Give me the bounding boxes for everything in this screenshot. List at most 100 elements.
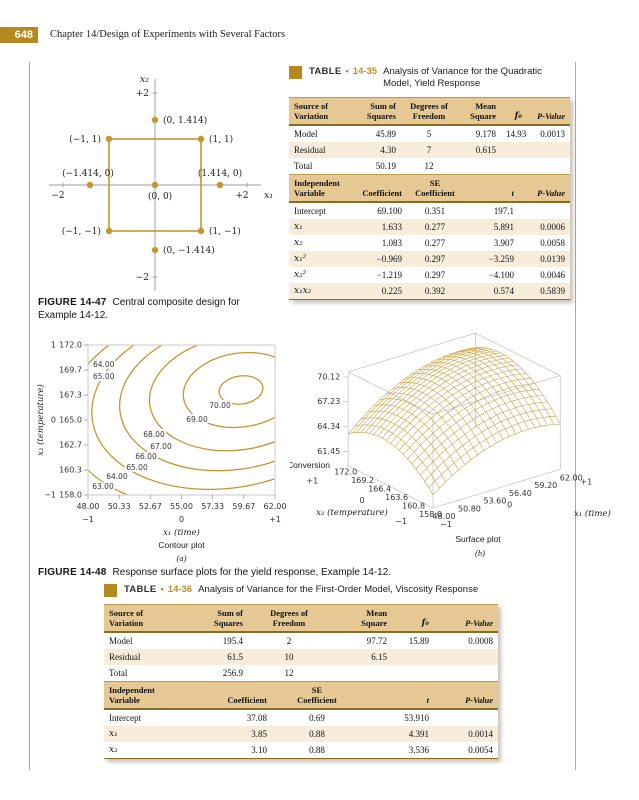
col-header: SE Coefficient bbox=[272, 681, 362, 710]
header-row: Source of Variation Sum of Squares Degre… bbox=[289, 97, 570, 126]
cell: 4.391 bbox=[408, 729, 429, 739]
svg-text:x₂: x₂ bbox=[140, 74, 149, 85]
table-row: Total 50.19 12 bbox=[289, 158, 570, 174]
col-header: Coefficient bbox=[184, 681, 272, 710]
svg-text:62.00: 62.00 bbox=[560, 473, 583, 482]
col-header: Degrees of Freedom bbox=[248, 604, 330, 633]
svg-text:63.00: 63.00 bbox=[92, 482, 114, 491]
svg-text:−1: −1 bbox=[440, 520, 452, 529]
svg-text:+1: +1 bbox=[580, 477, 592, 486]
cell: 0.351 bbox=[424, 206, 446, 216]
svg-text:Contour plot: Contour plot bbox=[158, 540, 205, 550]
cell: −1.219 bbox=[376, 270, 402, 280]
cell bbox=[434, 665, 498, 681]
central-composite-design-plot: −2 +2 +2 −2 x₁ x₂ (0, 1.414) (−1, 1) (1, 1) (−1.4… bbox=[49, 74, 273, 291]
cell: x₁x₂ bbox=[289, 283, 351, 300]
table-row: x₂ 1.083 0.277 3.907 0.0058 bbox=[289, 235, 570, 251]
svg-text:Surface plot: Surface plot bbox=[455, 534, 501, 544]
svg-text:162.7: 162.7 bbox=[59, 441, 82, 450]
svg-text:(−1, 1): (−1, 1) bbox=[69, 134, 101, 145]
cell: 0.0139 bbox=[540, 254, 565, 264]
cell: −3.259 bbox=[488, 254, 514, 264]
cell: 0.297 bbox=[424, 254, 446, 264]
cell: Intercept bbox=[294, 206, 326, 216]
cell: 0.5839 bbox=[519, 283, 570, 300]
col-header: Source of Variation bbox=[289, 97, 351, 126]
svg-text:48.00: 48.00 bbox=[433, 512, 456, 521]
svg-text:57.33: 57.33 bbox=[201, 502, 224, 511]
svg-text:53.60: 53.60 bbox=[483, 497, 506, 506]
table-row: x₁ 1.633 0.277 5.891 0.0006 bbox=[289, 219, 570, 235]
table-row: x₂² −1.219 0.297 −4.100 0.0046 bbox=[289, 267, 570, 283]
svg-text:59.20: 59.20 bbox=[534, 481, 557, 490]
svg-text:−1: −1 bbox=[44, 491, 56, 500]
figure-14-48-caption: FIGURE 14-48 Response surface plots for t… bbox=[38, 566, 568, 579]
svg-text:x₁ (time): x₁ (time) bbox=[163, 527, 200, 538]
page-number-badge: 648 bbox=[0, 27, 38, 43]
svg-text:0: 0 bbox=[359, 496, 364, 505]
svg-text:66.00: 66.00 bbox=[135, 452, 157, 461]
cell: Model bbox=[109, 636, 133, 646]
cell bbox=[501, 158, 527, 174]
cell: 45.89 bbox=[375, 129, 396, 139]
svg-text:166.4: 166.4 bbox=[368, 485, 391, 494]
col-header: Coefficient bbox=[351, 174, 407, 203]
cell bbox=[392, 649, 434, 665]
cell: 9.178 bbox=[475, 129, 496, 139]
svg-text:59.67: 59.67 bbox=[232, 502, 255, 511]
svg-text:65.00: 65.00 bbox=[93, 372, 115, 381]
svg-text:64.00: 64.00 bbox=[106, 472, 128, 481]
cell: 12 bbox=[424, 161, 434, 171]
cell: 0.277 bbox=[424, 238, 446, 248]
table-row: x₁² −0.969 0.297 −3.259 0.0139 bbox=[289, 251, 570, 267]
cell: Residual bbox=[109, 652, 141, 662]
cell bbox=[519, 202, 570, 219]
cell: 0.69 bbox=[309, 713, 325, 723]
cell: 0.88 bbox=[272, 742, 362, 759]
cell: Total bbox=[294, 161, 313, 171]
cell: 0.0054 bbox=[434, 742, 498, 759]
svg-text:169.2: 169.2 bbox=[351, 476, 374, 485]
cell: x₂ bbox=[104, 742, 184, 759]
col-header: f₀ bbox=[392, 604, 434, 633]
cell: x₂² bbox=[294, 270, 307, 280]
col-header: Source of Variation bbox=[104, 604, 174, 633]
cell: 256.9 bbox=[222, 668, 243, 678]
svg-text:−2: −2 bbox=[51, 191, 64, 201]
table-title-text: Analysis of Variance for the First-Order… bbox=[198, 584, 479, 595]
cell: 0.0046 bbox=[540, 270, 565, 280]
svg-text:67.00: 67.00 bbox=[150, 442, 172, 451]
cell: 0.0013 bbox=[540, 129, 565, 139]
page-number: 648 bbox=[14, 29, 33, 41]
cell: x₁ bbox=[109, 729, 118, 739]
figure-caption-text: Response surface plots for the yield res… bbox=[112, 567, 392, 578]
svg-text:1: 1 bbox=[51, 341, 56, 350]
svg-text:169.7: 169.7 bbox=[59, 366, 82, 375]
svg-text:0: 0 bbox=[179, 515, 184, 524]
coefficients-table: Independent Variable Coefficient SE Coef… bbox=[104, 681, 498, 759]
cell bbox=[330, 665, 392, 681]
cell: 50.19 bbox=[375, 161, 396, 171]
svg-text:+2: +2 bbox=[235, 191, 248, 201]
cell: 0.392 bbox=[407, 283, 463, 300]
figure-caption-text: Central composite design for Example 14-… bbox=[38, 297, 240, 321]
svg-text:68.00: 68.00 bbox=[143, 430, 165, 439]
cell: 0.0006 bbox=[540, 222, 565, 232]
header-row: Independent Variable Coefficient SE Coef… bbox=[104, 681, 498, 710]
svg-text:64.34: 64.34 bbox=[317, 422, 340, 431]
cell: Intercept bbox=[109, 713, 141, 723]
svg-text:48.00: 48.00 bbox=[77, 502, 100, 511]
cell: 3.907 bbox=[493, 238, 514, 248]
svg-text:x₁: x₁ bbox=[264, 190, 273, 201]
cell: 5 bbox=[426, 129, 432, 139]
cell bbox=[434, 709, 498, 726]
col-header: t bbox=[362, 681, 434, 710]
cell: 37.08 bbox=[246, 713, 267, 723]
svg-text:165.0: 165.0 bbox=[59, 416, 82, 425]
svg-text:−1: −1 bbox=[82, 515, 94, 524]
cell: 0.0008 bbox=[468, 636, 493, 646]
svg-text:(−1, −1): (−1, −1) bbox=[62, 226, 101, 237]
cell: x₁ bbox=[294, 222, 303, 232]
svg-text:67.23: 67.23 bbox=[317, 397, 340, 406]
